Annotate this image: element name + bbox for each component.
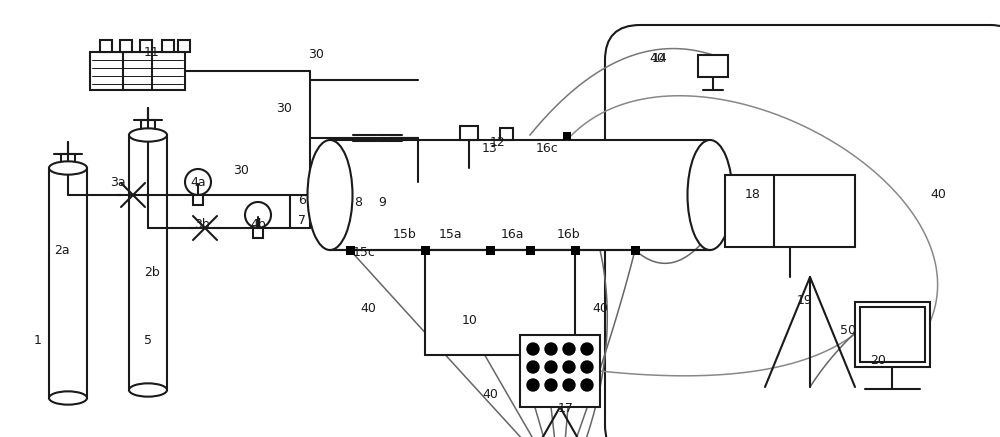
Bar (178, 40, 190, 52)
Text: 40: 40 (649, 52, 665, 65)
Text: 2a: 2a (54, 243, 70, 257)
Circle shape (527, 379, 539, 391)
Circle shape (545, 343, 557, 355)
Ellipse shape (688, 140, 732, 250)
Text: 16a: 16a (500, 229, 524, 242)
Text: 13: 13 (482, 142, 498, 155)
Circle shape (563, 379, 575, 391)
Bar (129, 135, 167, 390)
Text: 40: 40 (930, 188, 946, 201)
Text: 3b: 3b (194, 218, 210, 232)
Bar (570, 246, 580, 254)
Bar (253, 228, 263, 238)
Bar (486, 246, 494, 254)
Bar (141, 120, 155, 135)
Text: 15c: 15c (353, 246, 375, 259)
Bar (425, 250, 575, 355)
Text: 7: 7 (298, 214, 306, 226)
Bar (460, 126, 478, 140)
Bar (526, 246, 534, 254)
Text: 30: 30 (308, 49, 324, 62)
Bar (120, 40, 132, 52)
Circle shape (563, 361, 575, 373)
Text: 14: 14 (652, 52, 668, 65)
Text: 16b: 16b (556, 229, 580, 242)
Circle shape (581, 361, 593, 373)
Text: 10: 10 (462, 313, 478, 326)
Bar (520, 335, 600, 407)
Circle shape (545, 361, 557, 373)
Text: 15b: 15b (393, 229, 417, 242)
Bar (140, 40, 152, 52)
Bar (193, 195, 203, 205)
Bar (860, 307, 925, 362)
Bar (90, 52, 185, 90)
Ellipse shape (308, 140, 352, 250)
Bar (698, 55, 728, 77)
Text: 6: 6 (298, 194, 306, 207)
Bar (631, 246, 640, 254)
Circle shape (581, 343, 593, 355)
Text: 12: 12 (490, 136, 506, 149)
Bar (563, 132, 571, 140)
Circle shape (563, 343, 575, 355)
Circle shape (545, 379, 557, 391)
Text: 40: 40 (592, 302, 608, 315)
Circle shape (527, 361, 539, 373)
Text: 4b: 4b (250, 218, 266, 232)
Bar (49, 168, 87, 398)
Text: 30: 30 (276, 101, 292, 114)
Text: 30: 30 (233, 163, 249, 177)
Ellipse shape (49, 392, 87, 405)
Bar (855, 302, 930, 367)
Text: 50: 50 (840, 323, 856, 336)
Text: 40: 40 (360, 302, 376, 315)
Text: 8: 8 (354, 195, 362, 208)
Text: 5: 5 (144, 333, 152, 347)
Circle shape (527, 343, 539, 355)
Text: 18: 18 (745, 188, 761, 201)
Text: 15a: 15a (438, 229, 462, 242)
FancyBboxPatch shape (605, 25, 1000, 437)
Ellipse shape (129, 383, 167, 397)
Text: 3a: 3a (110, 177, 126, 190)
Bar (420, 246, 430, 254)
Text: 11: 11 (144, 45, 160, 59)
Bar (346, 246, 354, 254)
Text: 16c: 16c (536, 142, 558, 155)
Ellipse shape (129, 128, 167, 142)
Text: 2b: 2b (144, 266, 160, 278)
Ellipse shape (49, 161, 87, 175)
Bar (61, 154, 75, 168)
Text: 20: 20 (870, 354, 886, 367)
Text: 1: 1 (34, 333, 42, 347)
Text: 4a: 4a (190, 177, 206, 190)
Bar (500, 128, 513, 140)
Circle shape (581, 379, 593, 391)
Text: 40: 40 (482, 388, 498, 402)
Text: 9: 9 (378, 195, 386, 208)
Bar (725, 175, 855, 247)
Bar (162, 40, 174, 52)
Text: 17: 17 (558, 402, 574, 415)
Text: 19: 19 (797, 294, 813, 306)
Bar (330, 140, 710, 250)
Bar (100, 40, 112, 52)
